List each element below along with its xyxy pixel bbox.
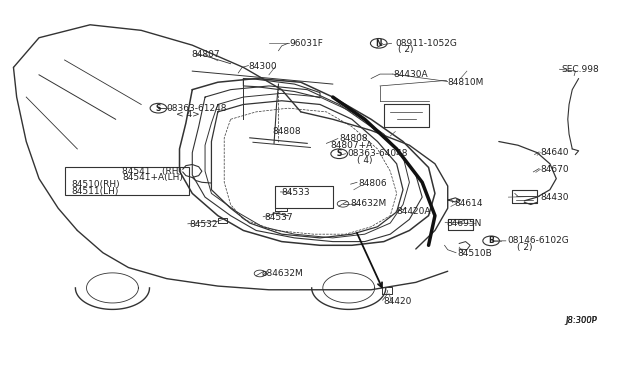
Text: 84808: 84808 [272,127,301,136]
Text: 84640: 84640 [540,148,569,157]
Text: 84806: 84806 [358,179,387,187]
Text: 84510B: 84510B [458,249,492,258]
Text: 84430A: 84430A [394,70,428,79]
Text: 84430: 84430 [540,193,569,202]
Text: S: S [156,104,161,113]
Text: 84541    (RH): 84541 (RH) [122,167,182,176]
Text: ( 2): ( 2) [516,243,532,251]
Text: 84300: 84300 [248,62,277,71]
Text: 84420: 84420 [384,297,412,306]
Text: 84532: 84532 [189,221,218,230]
Text: 84511(LH): 84511(LH) [71,187,118,196]
Text: 08363-61248: 08363-61248 [167,104,227,113]
Text: 84807: 84807 [191,50,220,59]
Text: S: S [337,149,342,158]
Text: J8:300P: J8:300P [566,316,598,325]
Text: B: B [488,236,494,246]
Text: 08911-1052G: 08911-1052G [396,39,457,48]
Text: 84695N: 84695N [447,219,482,228]
Text: 08363-64048: 08363-64048 [348,149,408,158]
Text: < 4>: < 4> [176,110,200,119]
Text: 84420A: 84420A [397,208,431,217]
Text: 84533: 84533 [282,188,310,197]
Text: 84808: 84808 [339,134,368,143]
Text: 96031F: 96031F [289,39,323,48]
Text: SEC.998: SEC.998 [561,65,599,74]
Text: 84670: 84670 [540,165,569,174]
Text: 84810M: 84810M [448,78,484,87]
Text: 84510(RH): 84510(RH) [71,180,120,189]
Text: ( 2): ( 2) [398,45,413,54]
Text: ( 4): ( 4) [357,155,372,164]
Text: 84632M: 84632M [351,199,387,208]
Text: 84614: 84614 [454,199,483,208]
Text: 84807+A: 84807+A [330,141,372,150]
Text: ø84632M: ø84632M [261,269,303,278]
Text: 84541+A(LH): 84541+A(LH) [122,173,183,182]
Text: J8:300P: J8:300P [566,316,598,325]
Text: 84537: 84537 [264,213,293,222]
Text: N: N [376,39,382,48]
Text: 08146-6102G: 08146-6102G [507,236,569,246]
